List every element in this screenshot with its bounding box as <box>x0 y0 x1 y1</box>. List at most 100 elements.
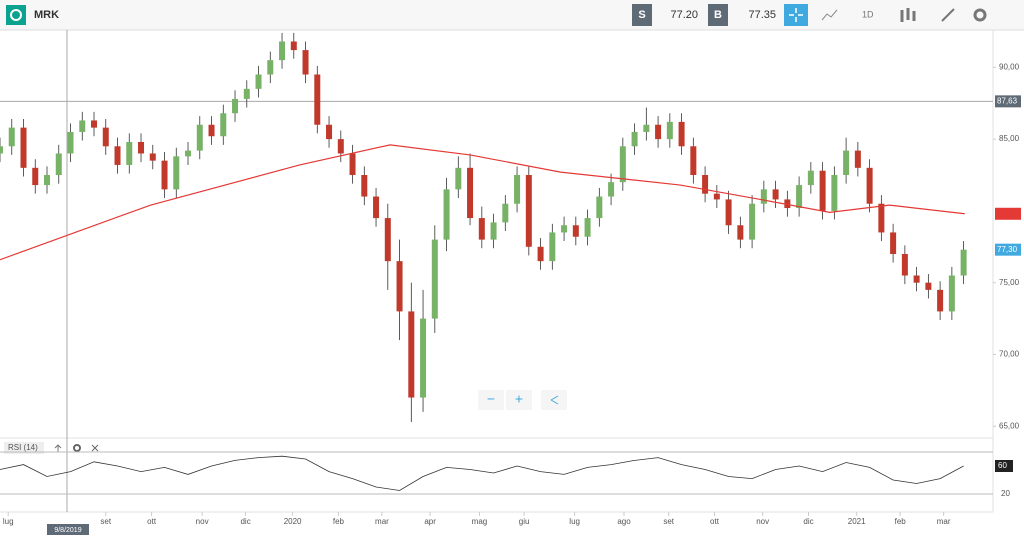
candle-body <box>596 196 603 219</box>
candle-body <box>373 196 380 219</box>
settings-button[interactable] <box>973 8 987 22</box>
candle-body <box>208 124 215 137</box>
candle-body <box>114 146 121 165</box>
candle-body <box>20 127 27 168</box>
candle-body <box>420 318 427 398</box>
candle-body <box>67 131 74 154</box>
share-icon <box>550 395 559 405</box>
rsi-move[interactable] <box>54 444 62 452</box>
candle-body <box>702 175 709 194</box>
x-tick-label: apr <box>424 517 436 526</box>
y-tick-label: 90,00 <box>999 62 1020 71</box>
candle-body <box>384 218 391 262</box>
candle-body <box>925 282 932 290</box>
crosshair-icon <box>789 8 803 22</box>
x-tick-label: mar <box>375 517 389 526</box>
rsi-last-box <box>995 460 1013 472</box>
crosshair-price: 87,63 <box>997 96 1018 105</box>
x-tick-label: dic <box>240 517 250 526</box>
candle-body <box>561 225 568 233</box>
candle-body <box>901 253 908 276</box>
candle-body <box>138 141 145 154</box>
buy-button[interactable] <box>708 4 728 26</box>
candle-body <box>678 121 685 147</box>
candle-body <box>455 167 462 190</box>
candle-body <box>396 261 403 312</box>
candle-body <box>807 170 814 186</box>
chart-type-button[interactable] <box>821 9 838 21</box>
moving-average-marker <box>995 207 1021 220</box>
sell-label: S <box>638 9 645 21</box>
crosshair-price-box <box>995 95 1021 108</box>
candle-body <box>760 189 767 204</box>
zoom-in-label: + <box>515 391 523 407</box>
candle-body <box>196 124 203 151</box>
candle-body <box>913 275 920 283</box>
rsi-last: 60 <box>998 461 1007 470</box>
candle-body <box>161 160 168 190</box>
crosshair-button[interactable] <box>784 4 808 26</box>
candle-body <box>584 218 591 237</box>
candle-body <box>185 150 192 157</box>
candle-body <box>443 189 450 240</box>
candle-body <box>643 124 650 132</box>
candle-body <box>279 41 286 61</box>
candle-body <box>631 131 638 147</box>
last-price-box <box>995 243 1021 256</box>
y-tick-label: 70,00 <box>999 350 1020 359</box>
interval[interactable]: 1D <box>862 9 874 19</box>
x-tick-label: nov <box>196 517 209 526</box>
candle-body <box>537 246 544 262</box>
buy-price: 77.35 <box>748 9 776 21</box>
candle-body <box>44 175 51 186</box>
buy-label: B <box>714 9 722 21</box>
candle-body <box>490 222 497 240</box>
rsi-line <box>0 455 964 491</box>
candle-body <box>361 175 368 197</box>
rsi-tag <box>4 442 44 454</box>
zoom-in[interactable] <box>506 390 532 410</box>
candle-body <box>737 225 744 240</box>
candle-body <box>220 113 227 137</box>
rsi-close[interactable] <box>91 444 99 452</box>
rsi-settings[interactable] <box>73 444 81 452</box>
x-tick-label: giu <box>519 517 530 526</box>
candle-body <box>149 153 156 161</box>
zoom-out[interactable] <box>478 390 504 410</box>
candle-body <box>549 232 556 262</box>
x-tick-label: ott <box>710 517 720 526</box>
x-tick-label: ott <box>147 517 157 526</box>
candle-body <box>173 156 180 190</box>
candle-body <box>243 88 250 99</box>
candle-body <box>0 146 3 154</box>
share[interactable] <box>541 390 567 410</box>
sell-price: 77.20 <box>670 9 698 21</box>
candle-body <box>337 139 344 154</box>
y-tick-label: 65,00 <box>999 421 1020 430</box>
sell-button[interactable] <box>632 4 652 26</box>
x-tick-label: 2021 <box>848 517 866 526</box>
candle-body <box>948 275 955 312</box>
draw-button[interactable] <box>941 8 955 22</box>
candle-body <box>267 60 274 75</box>
x-tick-label: set <box>663 517 674 526</box>
candle-body <box>655 124 662 140</box>
candle-body <box>32 167 39 186</box>
last-price: 77,30 <box>997 245 1018 254</box>
candle-body <box>467 167 474 219</box>
candle-body <box>831 175 838 211</box>
candle-body <box>91 120 98 128</box>
candle-body <box>619 146 626 183</box>
x-tick-label: dic <box>803 517 813 526</box>
candle-body <box>232 98 239 114</box>
candle-body <box>572 225 579 237</box>
candle-body <box>478 218 485 240</box>
candle-body <box>878 203 885 233</box>
x-tick-label: mag <box>472 517 488 526</box>
candle-body <box>102 127 109 147</box>
candle-body <box>314 74 321 125</box>
candle-body <box>960 249 967 276</box>
candle-body <box>819 170 826 211</box>
candle-button[interactable] <box>900 8 916 22</box>
